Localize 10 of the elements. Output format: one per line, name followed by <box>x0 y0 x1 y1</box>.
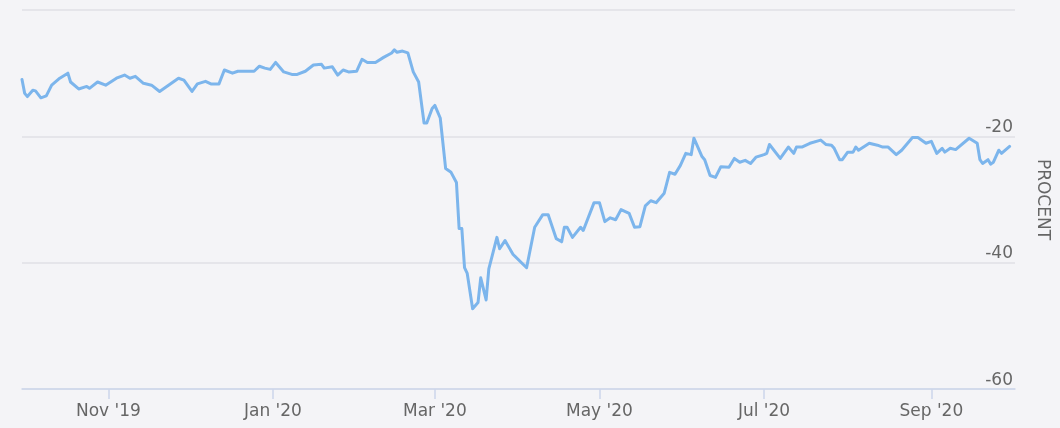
x-tick-label: Nov '19 <box>75 399 141 420</box>
y2-tick-label: -60 <box>985 368 1013 389</box>
x-tick-label: Mar '20 <box>402 399 467 420</box>
x-tick-label: Jan '20 <box>242 399 302 420</box>
x-tick-label: May '20 <box>566 399 633 420</box>
y2-axis-title: PROCENT <box>1033 158 1054 241</box>
x-tick-label: Sep '20 <box>899 399 964 420</box>
x-tick-label: Jul '20 <box>736 399 791 420</box>
y2-tick-label: -40 <box>985 242 1013 263</box>
y2-tick-label: -20 <box>985 115 1013 136</box>
